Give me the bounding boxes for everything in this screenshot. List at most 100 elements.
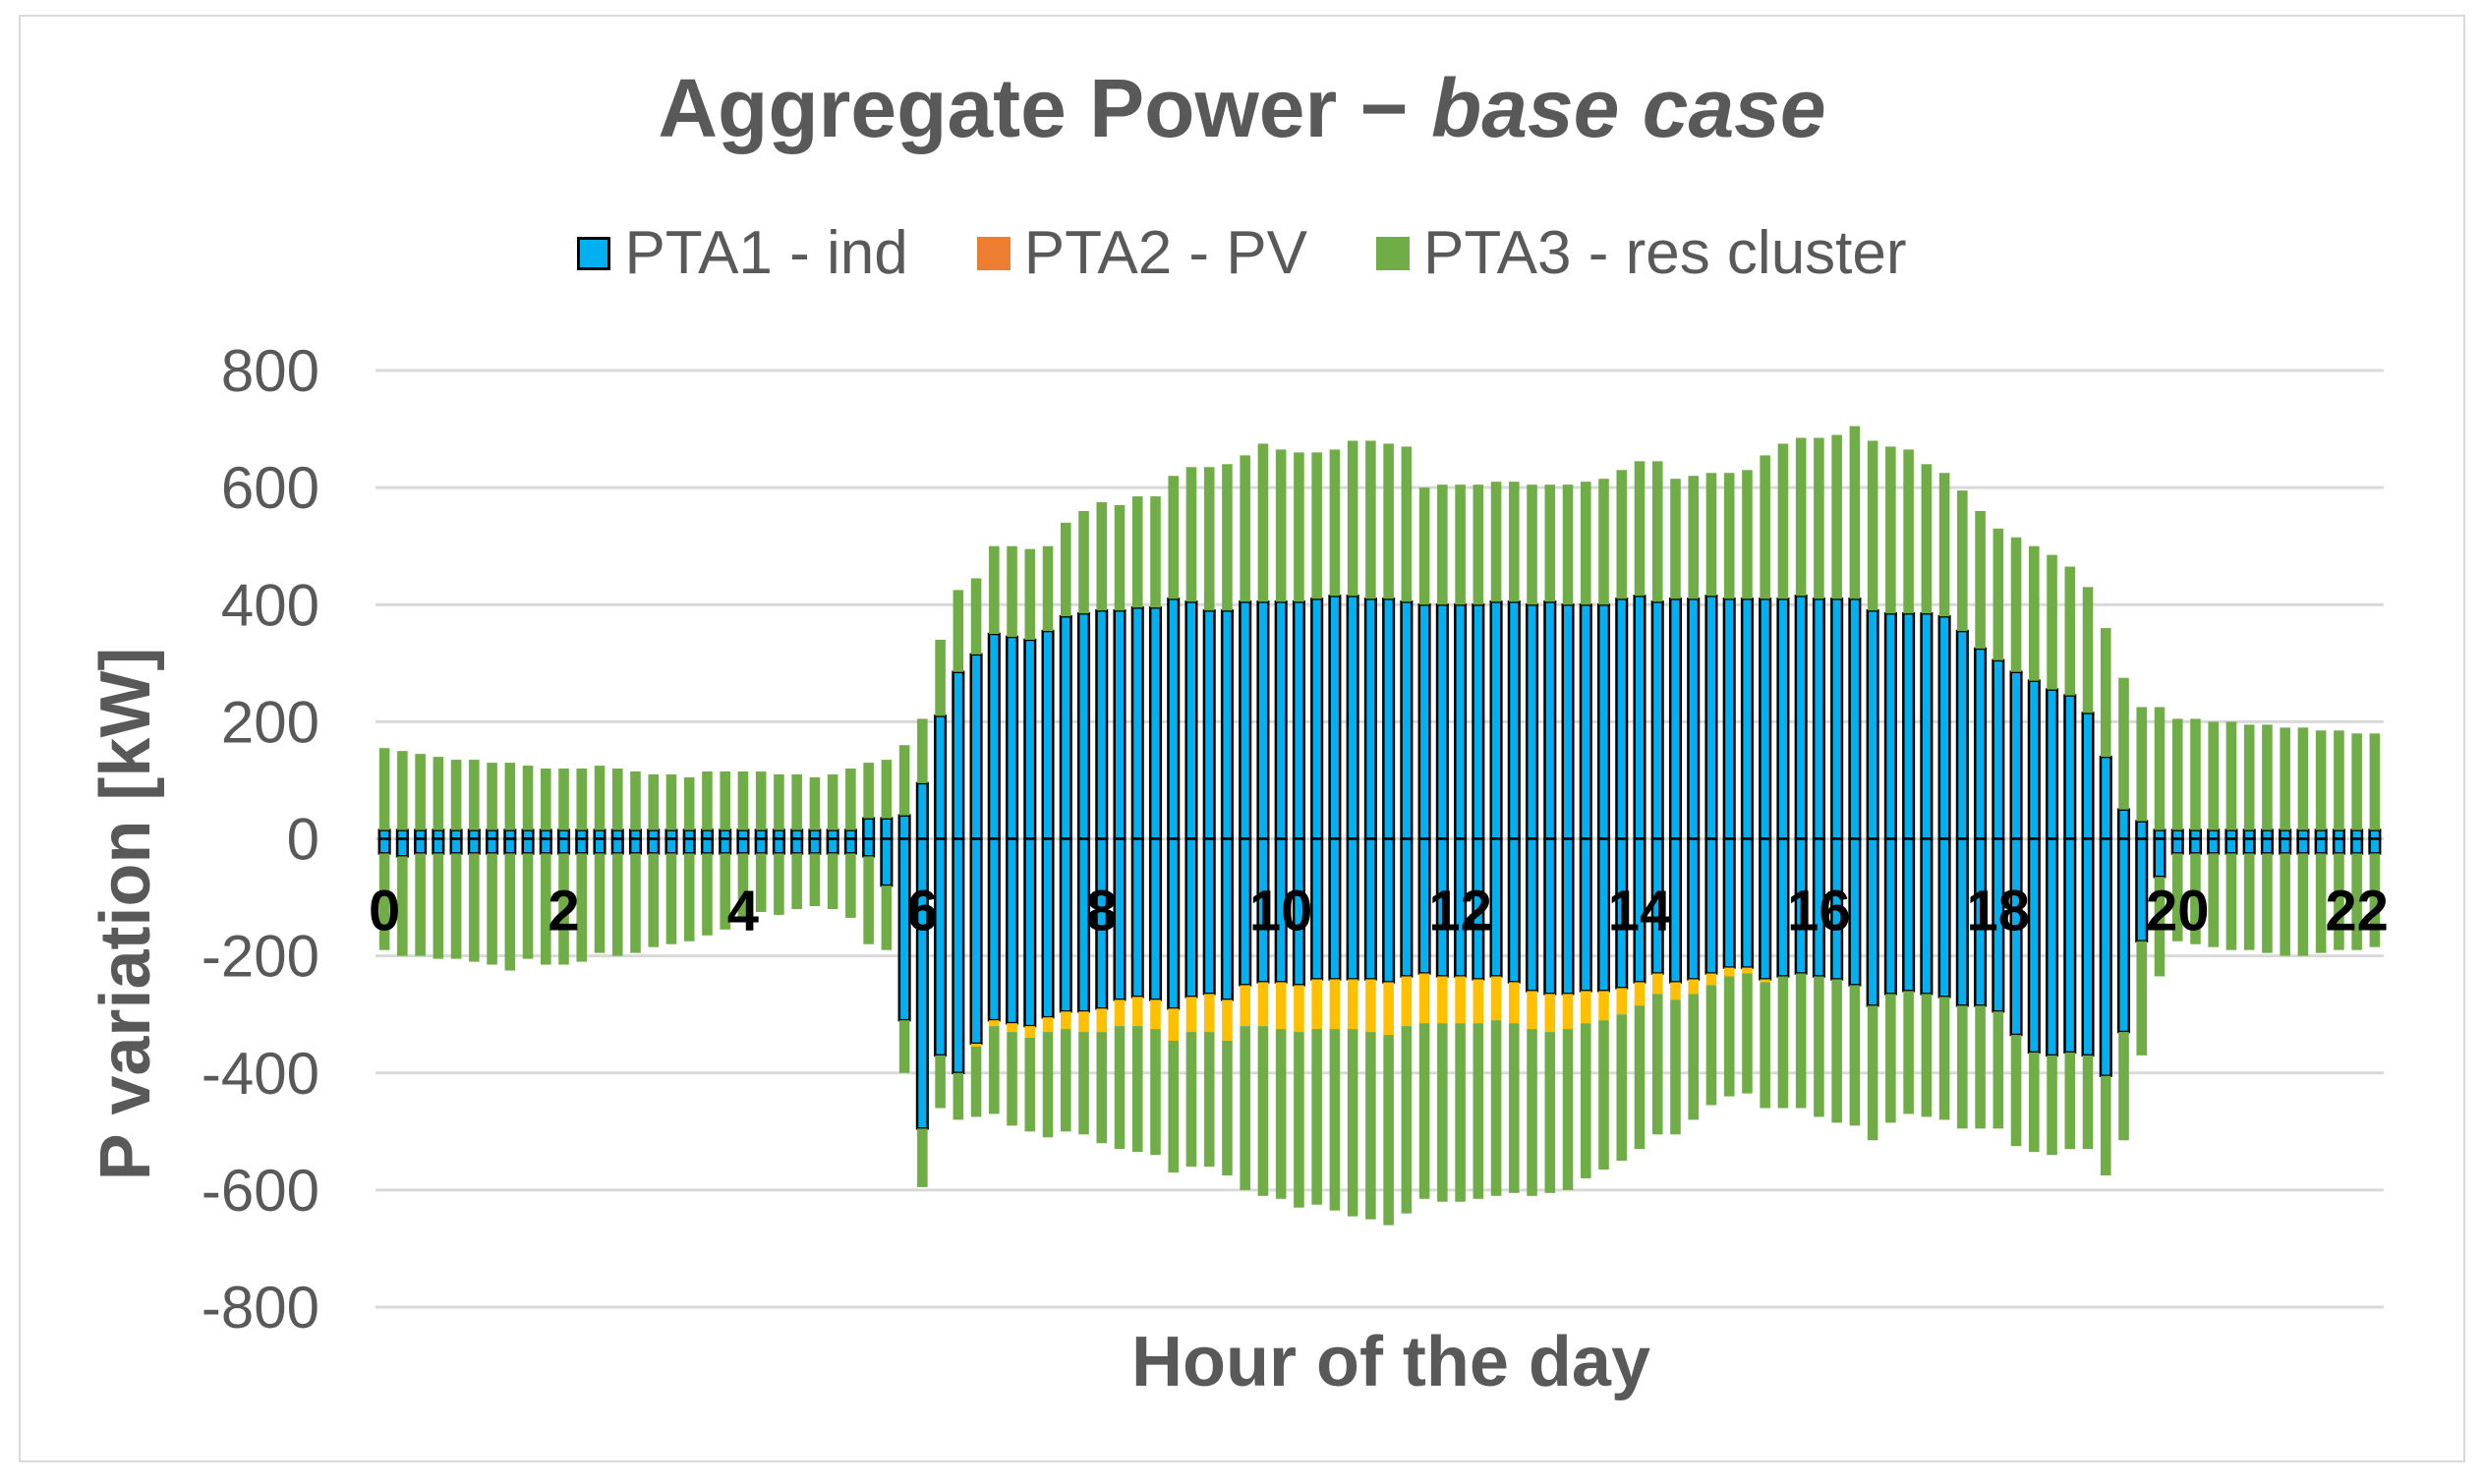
x-tick-label: 18 [1967,879,2031,942]
bar-pta3 [1760,455,1770,599]
bar-pta3 [1849,426,1861,599]
bar-pta3 [1311,1029,1322,1205]
bar-pta1 [1668,598,1683,840]
legend-swatch-pta3 [1376,236,1411,270]
bar-pta1 [521,837,535,855]
bar-pta1 [1579,603,1592,840]
bar-pta2 [1455,976,1466,1024]
bar-pta1 [1454,603,1468,840]
bar-pta3 [2262,724,2273,830]
bar-pta1 [1507,837,1521,984]
bar-pta2 [1114,999,1126,1027]
bar-pta3 [1329,1029,1341,1211]
bar-pta1 [862,837,876,858]
bar-pta1 [2063,694,2077,840]
bar-pta1 [1848,837,1862,987]
bar-pta1 [2368,837,2382,855]
bar-pta3 [1688,994,1700,1120]
bar-pta1 [395,828,409,840]
bar-pta3 [1168,1040,1180,1173]
bar-pta1 [1687,598,1701,840]
bar-pta1 [1812,598,1825,840]
bar-pta1 [647,828,661,840]
bar-pta3 [1473,1023,1484,1199]
bar-pta3 [397,856,408,956]
bar-pta1 [915,781,929,840]
y-tick-label: -200 [202,924,319,990]
bar-pta1 [556,837,571,855]
bar-pta1 [1848,598,1862,840]
bar-pta3 [720,771,730,830]
bar-pta2 [1365,979,1376,1033]
bar-pta1 [1937,837,1951,999]
legend-item-pta1: PTA1 - ind [577,218,908,288]
bar-pta3 [594,853,606,953]
bar-pta3 [541,769,551,830]
bar-pta3 [1114,504,1126,611]
bar-pta1 [1974,647,1988,840]
bar-pta1 [736,837,750,855]
bar-pta1 [1759,598,1772,840]
bar-pta1 [610,828,624,840]
y-tick-label: 400 [221,572,319,638]
y-axis-ticks: 800 600 400 200 0 -200 -400 -600 -800 [202,338,319,1341]
bar-pta3 [1007,1032,1017,1126]
bar-pta3 [665,773,677,830]
bar-pta2 [1150,999,1161,1030]
bar-pta1 [2242,828,2256,840]
chart-title-main: Aggregate Power − [658,62,1409,154]
bar-pta3 [1060,1029,1071,1132]
bar-pta3 [665,853,677,944]
x-tick-label: 20 [2146,879,2210,942]
bar-pta3 [737,771,749,830]
bar-pta2 [1616,988,1628,1015]
bar-pta1 [539,837,552,855]
bar-pta3 [881,760,893,819]
bar-pta2 [1723,967,1735,977]
bar-pta1 [1239,600,1252,840]
bar-pta2 [1634,982,1646,1006]
bar-pta3 [1185,467,1197,602]
bar-pta3 [2064,566,2076,696]
bar-pta3 [1598,479,1609,605]
bar-pta2 [1042,1017,1054,1033]
bar-pta3 [1222,464,1233,611]
bar-pta2 [1007,1023,1017,1033]
bar-pta1 [1382,837,1396,984]
bar-pta3 [2334,730,2344,830]
bar-pta3 [1257,1026,1269,1196]
bar-pta1 [1328,595,1342,840]
bar-pta2 [989,1020,1000,1027]
y-tick-label: -400 [202,1041,319,1107]
bar-pta3 [1705,473,1717,597]
bar-pta3 [1437,485,1448,605]
x-axis-ticks: 0 2 4 6 8 10 12 14 16 18 20 22 [369,879,2389,942]
bar-pta1 [575,828,589,840]
bar-pta3 [1814,437,1824,599]
bar-pta1 [503,837,517,855]
bar-pta3 [1849,985,1861,1126]
bar-pta3 [1096,1032,1108,1144]
y-tick-label: -800 [202,1275,319,1341]
bar-pta1 [719,828,732,840]
bar-pta1 [556,828,571,840]
bar-pta1 [1579,837,1592,993]
bar-pta3 [2171,853,2183,942]
bar-pta3 [2010,1035,2022,1147]
bar-pta1 [2099,755,2112,840]
bar-pta1 [1992,658,2005,840]
bar-pta1 [467,837,481,855]
bar-pta1 [1167,837,1181,1010]
bar-pta2 [1490,976,1502,1021]
bar-pta3 [1957,1005,1968,1129]
bar-pta1 [1543,600,1557,840]
bar-pta3 [558,853,569,965]
x-tick-label: 4 [727,879,759,942]
bar-pta3 [2010,537,2022,672]
bar-pta2 [1096,1008,1108,1033]
bar-pta1 [664,837,678,855]
bar-pta3 [755,771,767,830]
bar-pta1 [2368,828,2382,840]
bar-pta1 [1526,603,1539,840]
bar-pta1 [628,828,643,840]
